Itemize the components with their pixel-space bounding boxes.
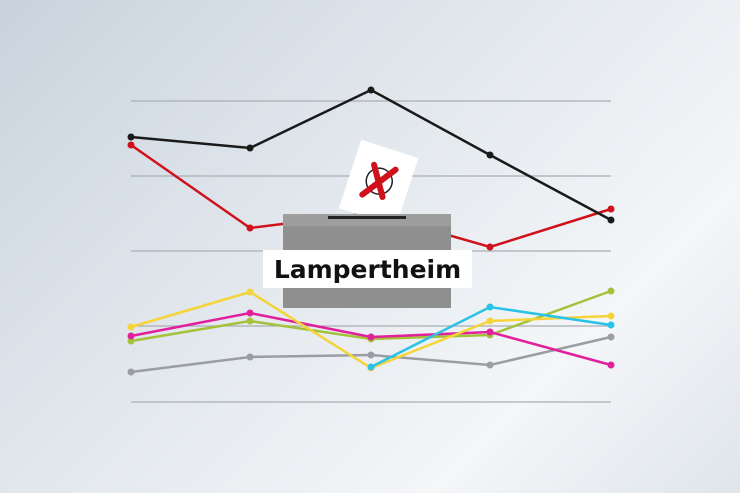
magenta-point [367,333,375,341]
cyan-point [486,303,494,311]
red-point [607,205,615,213]
black-point [607,216,615,224]
magenta-point [127,332,135,340]
green-point [607,287,615,295]
yellow-point [486,317,494,325]
gray-point [246,353,254,361]
black-point [246,144,254,152]
black-point [367,86,375,94]
gray-point [607,333,615,341]
city-label: Lampertheim [263,250,472,288]
gray-point [127,368,135,376]
cross-mark-icon [359,161,399,200]
yellow-point [127,323,135,331]
gray-point [486,361,494,369]
black-point [486,151,494,159]
ballot-paper-icon [338,139,419,227]
magenta-point [246,309,254,317]
gray-point [367,351,375,359]
magenta-point [486,328,494,336]
cyan-point [607,321,615,329]
cyan-point [367,363,375,371]
yellow-point [607,312,615,320]
red-point [246,224,254,232]
red-point [486,243,494,251]
magenta-point [607,361,615,369]
green-point [246,317,254,325]
yellow-point [246,288,254,296]
black-point [127,133,135,141]
red-point [127,141,135,149]
green-point [127,337,135,345]
